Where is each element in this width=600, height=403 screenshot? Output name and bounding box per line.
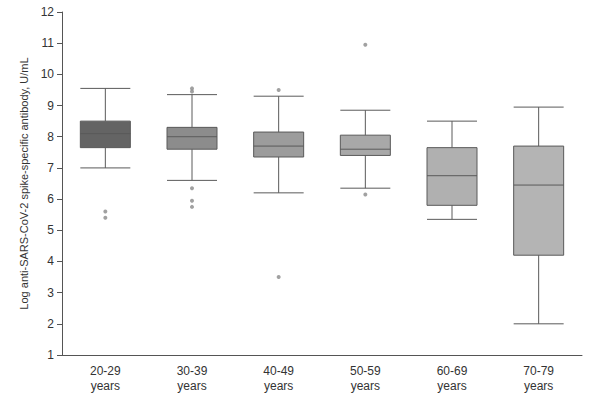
svg-text:11: 11	[42, 36, 55, 50]
svg-text:8: 8	[47, 130, 54, 144]
svg-text:4: 4	[47, 254, 54, 268]
svg-text:2: 2	[47, 317, 54, 331]
svg-text:years: years	[177, 379, 206, 393]
svg-text:6: 6	[47, 192, 54, 206]
svg-text:3: 3	[47, 286, 54, 300]
svg-text:40-49: 40-49	[263, 364, 294, 378]
svg-text:Log anti-SARS-CoV-2 spike-spec: Log anti-SARS-CoV-2 spike-specific antib…	[18, 57, 30, 309]
svg-text:12: 12	[41, 5, 55, 19]
svg-text:years: years	[351, 379, 380, 393]
svg-text:20-29: 20-29	[90, 364, 121, 378]
svg-text:30-39: 30-39	[177, 364, 208, 378]
svg-text:years: years	[524, 379, 553, 393]
svg-text:70-79: 70-79	[523, 364, 554, 378]
svg-text:1: 1	[47, 348, 54, 362]
svg-text:60-69: 60-69	[437, 364, 468, 378]
svg-text:years: years	[264, 379, 293, 393]
svg-text:years: years	[437, 379, 466, 393]
svg-text:5: 5	[47, 223, 54, 237]
svg-text:7: 7	[47, 161, 54, 175]
svg-text:years: years	[91, 379, 120, 393]
svg-text:50-59: 50-59	[350, 364, 381, 378]
svg-text:10: 10	[41, 67, 55, 81]
svg-text:9: 9	[47, 99, 54, 113]
